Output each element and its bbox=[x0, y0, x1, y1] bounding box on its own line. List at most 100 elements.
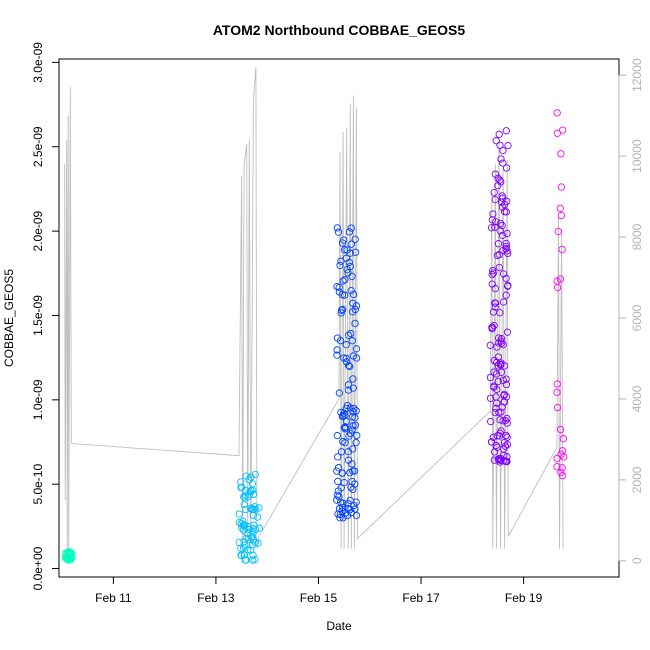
x-axis: Feb 11 Feb 13 Feb 15 Feb 17 Feb 19 bbox=[95, 577, 543, 605]
data-point bbox=[245, 490, 254, 498]
data-point bbox=[237, 519, 246, 528]
data-point bbox=[347, 329, 355, 338]
data-point bbox=[341, 291, 349, 299]
data-point bbox=[502, 291, 510, 299]
data-point bbox=[495, 339, 503, 347]
data-point bbox=[333, 467, 341, 475]
data-point bbox=[491, 195, 499, 204]
data-point bbox=[339, 305, 347, 314]
data-point bbox=[502, 457, 510, 466]
data-point bbox=[338, 412, 347, 421]
data-point bbox=[347, 224, 355, 232]
data-point bbox=[333, 346, 341, 354]
data-point bbox=[351, 235, 359, 243]
data-point bbox=[487, 417, 495, 426]
data-point bbox=[491, 299, 500, 307]
x-tick-label: Feb 13 bbox=[197, 591, 235, 605]
data-point bbox=[352, 438, 360, 447]
data-point bbox=[341, 276, 349, 284]
data-point bbox=[249, 505, 257, 514]
y-tick-label: 1.5e-09 bbox=[31, 295, 45, 336]
data-point bbox=[340, 246, 349, 254]
data-point bbox=[504, 281, 512, 290]
data-point bbox=[490, 368, 498, 376]
data-point bbox=[496, 227, 504, 235]
data-point bbox=[338, 507, 346, 515]
data-point bbox=[351, 319, 359, 328]
data-point bbox=[237, 551, 246, 560]
data-point bbox=[345, 361, 353, 370]
data-point bbox=[342, 354, 350, 363]
data-point bbox=[340, 424, 349, 432]
data-point bbox=[500, 390, 508, 399]
data-point bbox=[344, 331, 353, 339]
data-point bbox=[494, 353, 502, 361]
data-point bbox=[347, 240, 356, 248]
data-point bbox=[353, 431, 361, 440]
data-point bbox=[557, 150, 565, 158]
data-point bbox=[558, 447, 567, 455]
data-point bbox=[553, 403, 562, 412]
data-point bbox=[239, 526, 248, 534]
data-point bbox=[493, 399, 501, 407]
y2-tick-label: 10000 bbox=[630, 139, 644, 173]
data-point bbox=[553, 129, 562, 137]
data-point bbox=[249, 551, 257, 559]
data-point bbox=[556, 425, 565, 434]
data-point bbox=[488, 325, 496, 333]
data-point bbox=[498, 231, 507, 240]
data-point bbox=[496, 141, 504, 149]
data-point bbox=[339, 437, 347, 446]
data-point bbox=[559, 435, 568, 443]
data-point bbox=[498, 221, 506, 230]
data-point bbox=[486, 341, 494, 349]
x-tick-label: Feb 17 bbox=[402, 591, 440, 605]
data-point bbox=[352, 407, 360, 415]
data-point bbox=[335, 288, 344, 296]
data-point bbox=[247, 546, 255, 554]
data-point bbox=[491, 303, 499, 311]
data-point bbox=[340, 236, 348, 244]
data-point bbox=[351, 421, 360, 429]
data-point bbox=[488, 216, 496, 224]
data-point bbox=[494, 377, 502, 386]
data-point bbox=[558, 472, 567, 480]
data-point bbox=[339, 277, 347, 285]
y-tick-label: 5.0e-10 bbox=[31, 464, 45, 505]
data-point bbox=[343, 511, 352, 520]
data-point bbox=[235, 510, 243, 518]
data-point bbox=[335, 389, 344, 397]
data-point bbox=[352, 302, 361, 310]
data-point bbox=[348, 460, 356, 468]
data-point bbox=[345, 228, 354, 236]
data-point bbox=[250, 521, 258, 529]
data-point bbox=[338, 469, 346, 477]
data-point bbox=[494, 174, 502, 182]
data-point bbox=[247, 486, 255, 495]
data-point bbox=[502, 127, 510, 135]
data-point bbox=[502, 208, 511, 216]
data-point bbox=[254, 539, 262, 547]
data-point bbox=[342, 254, 351, 262]
data-point bbox=[557, 211, 565, 220]
data-point bbox=[240, 500, 248, 509]
data-point bbox=[341, 425, 349, 433]
data-point bbox=[334, 228, 343, 236]
data-point bbox=[503, 414, 511, 423]
data-point bbox=[493, 358, 501, 366]
data-point bbox=[494, 240, 503, 248]
data-point bbox=[346, 429, 355, 437]
data-point bbox=[488, 271, 496, 279]
data-point bbox=[495, 263, 503, 272]
data-point bbox=[349, 445, 357, 453]
data-point bbox=[495, 130, 503, 138]
data-point bbox=[504, 141, 512, 150]
data-point bbox=[343, 246, 351, 254]
data-point bbox=[336, 261, 344, 270]
data-point bbox=[248, 480, 257, 488]
data-point bbox=[497, 155, 505, 163]
data-point bbox=[251, 555, 259, 564]
data-point bbox=[333, 224, 341, 232]
data-point bbox=[344, 381, 353, 389]
data-point bbox=[499, 298, 508, 306]
